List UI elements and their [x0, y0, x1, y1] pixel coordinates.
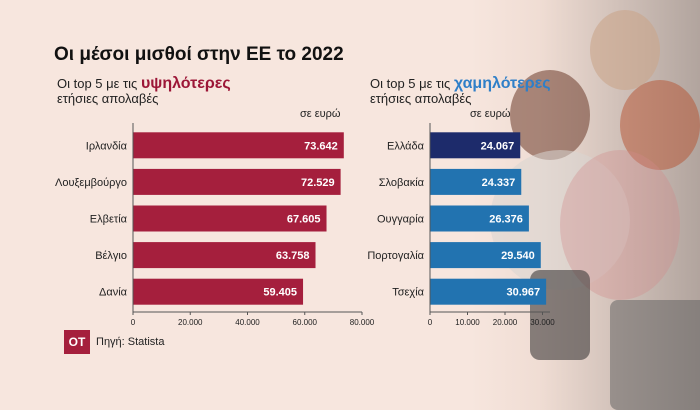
right-subtitle-prefix: Οι top 5 με τις — [370, 76, 451, 91]
right-value-label: 24.067 — [481, 140, 515, 152]
left-tick-label: 80.000 — [350, 318, 375, 327]
right-subtitle-suffix: ετήσιες απολαβές — [370, 91, 472, 106]
right-bar — [430, 132, 521, 159]
right-bar — [430, 205, 529, 232]
right-category-label: Πορτογαλία — [367, 250, 424, 262]
right-tick-label: 30.000 — [530, 318, 555, 327]
right-category-label: Σλοβακία — [379, 177, 425, 189]
right-tick-label: 10.000 — [455, 318, 480, 327]
left-value-label: 59.405 — [263, 287, 297, 299]
left-subtitle-suffix: ετήσιες απολαβές — [57, 91, 159, 106]
left-tick-label: 60.000 — [293, 318, 318, 327]
page-title: Οι μέσοι μισθοί στην ΕΕ το 2022 — [54, 44, 344, 65]
left-category-label: Ελβετία — [90, 214, 128, 226]
right-category-label: Ουγγαρία — [377, 214, 425, 226]
left-category-label: Δανία — [99, 287, 128, 299]
right-category-label: Ελλάδα — [387, 140, 425, 152]
right-value-label: 30.967 — [506, 287, 540, 299]
source-block: OT Πηγή: Statista — [64, 330, 164, 354]
left-category-label: Λουξεμβούργο — [55, 177, 127, 189]
left-tick-label: 0 — [131, 318, 136, 327]
left-bar — [133, 242, 316, 269]
right-bar — [430, 278, 547, 305]
left-bar — [133, 132, 344, 159]
left-category-label: Ιρλανδία — [86, 140, 128, 152]
right-value-label: 24.337 — [482, 177, 516, 189]
right-bar — [430, 168, 522, 195]
right-value-label: 29.540 — [501, 250, 535, 262]
left-chart-subtitle: Οι top 5 με τις υψηλότερες ετήσιες απολα… — [57, 75, 231, 107]
right-chart-subtitle: Οι top 5 με τις χαμηλότερες ετήσιες απολ… — [370, 75, 551, 107]
left-value-label: 67.605 — [287, 214, 321, 226]
left-subtitle-highlight: υψηλότερες — [140, 75, 231, 92]
left-tick-label: 40.000 — [235, 318, 260, 327]
left-value-label: 63.758 — [276, 250, 310, 262]
ot-logo: OT — [64, 330, 90, 354]
right-tick-label: 20.000 — [493, 318, 518, 327]
left-category-label: Βέλγιο — [95, 250, 127, 262]
source-text: Πηγή: Statista — [96, 336, 165, 348]
left-value-label: 72.529 — [301, 177, 335, 189]
left-tick-label: 20.000 — [178, 318, 203, 327]
right-bar-chart: Ελλάδα 24.067 Σλοβακία 24.337 Ουγγαρία 26.376… — [367, 123, 555, 327]
right-value-label: 26.376 — [489, 214, 523, 226]
right-unit-label: σε ευρώ — [470, 108, 511, 120]
right-bar — [430, 242, 541, 269]
right-tick-label: 0 — [428, 318, 433, 327]
left-bar — [133, 278, 304, 305]
right-subtitle-highlight: χαμηλότερες — [453, 75, 551, 92]
right-category-label: Τσεχία — [392, 287, 424, 299]
left-subtitle-prefix: Οι top 5 με τις — [57, 76, 138, 91]
left-value-label: 73.642 — [304, 140, 338, 152]
left-bar — [133, 205, 327, 232]
left-bar-chart: Ιρλανδία 73.642 Λουξεμβούργο 72.529 Ελβετία 6… — [55, 123, 375, 327]
left-unit-label: σε ευρώ — [300, 108, 341, 120]
left-bar — [133, 168, 341, 195]
